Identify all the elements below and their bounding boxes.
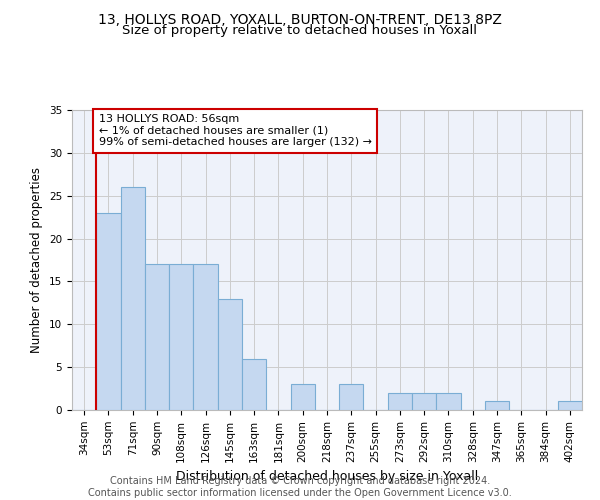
Bar xyxy=(193,264,218,410)
Bar xyxy=(242,358,266,410)
Text: Size of property relative to detached houses in Yoxall: Size of property relative to detached ho… xyxy=(122,24,478,37)
Bar xyxy=(339,384,364,410)
Bar xyxy=(388,393,412,410)
Bar xyxy=(121,187,145,410)
Text: 13 HOLLYS ROAD: 56sqm
← 1% of detached houses are smaller (1)
99% of semi-detach: 13 HOLLYS ROAD: 56sqm ← 1% of detached h… xyxy=(99,114,372,148)
Bar xyxy=(145,264,169,410)
Y-axis label: Number of detached properties: Number of detached properties xyxy=(31,167,43,353)
Bar xyxy=(412,393,436,410)
Bar xyxy=(436,393,461,410)
Bar xyxy=(485,402,509,410)
Text: Contains HM Land Registry data © Crown copyright and database right 2024.
Contai: Contains HM Land Registry data © Crown c… xyxy=(88,476,512,498)
Bar xyxy=(169,264,193,410)
X-axis label: Distribution of detached houses by size in Yoxall: Distribution of detached houses by size … xyxy=(176,470,478,483)
Bar xyxy=(218,298,242,410)
Bar xyxy=(558,402,582,410)
Bar xyxy=(96,213,121,410)
Bar xyxy=(290,384,315,410)
Text: 13, HOLLYS ROAD, YOXALL, BURTON-ON-TRENT, DE13 8PZ: 13, HOLLYS ROAD, YOXALL, BURTON-ON-TRENT… xyxy=(98,12,502,26)
